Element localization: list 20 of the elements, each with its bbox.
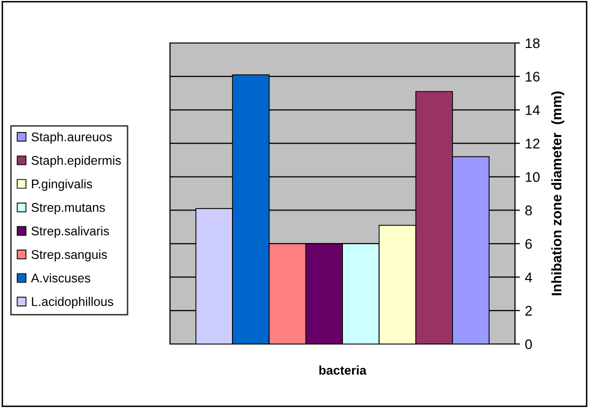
legend-label: Strep.mutans [32,203,105,214]
y-tick-label: 6 [525,239,532,249]
legend-label: Staph.aureuos [32,132,112,144]
legend-label: A.viscuses [30,273,90,282]
y-tick-label: 12 [526,138,540,148]
legend-label: Staph.epidermis [32,156,121,168]
y-tick-label: 16 [526,72,540,82]
y-tick-label: 18 [526,38,540,48]
legend-label: Strep.sanguis [32,250,107,262]
y-tick-label: 0 [525,339,532,350]
x-axis-title: bacteria [319,366,367,375]
y-tick-label: 14 [526,105,540,115]
y-tick-label: 4 [525,272,532,282]
y-tick-label: 10 [526,172,540,182]
legend-label: Strep.salivaris [32,226,110,238]
legend-label: P.gingivalis [32,179,92,191]
legend-label: L.acidophillous [32,296,114,308]
y-tick-label: 2 [525,306,532,316]
y-tick-label: 8 [525,206,532,216]
y-axis-title: Inhibation zone diameter (mm) [551,92,564,296]
